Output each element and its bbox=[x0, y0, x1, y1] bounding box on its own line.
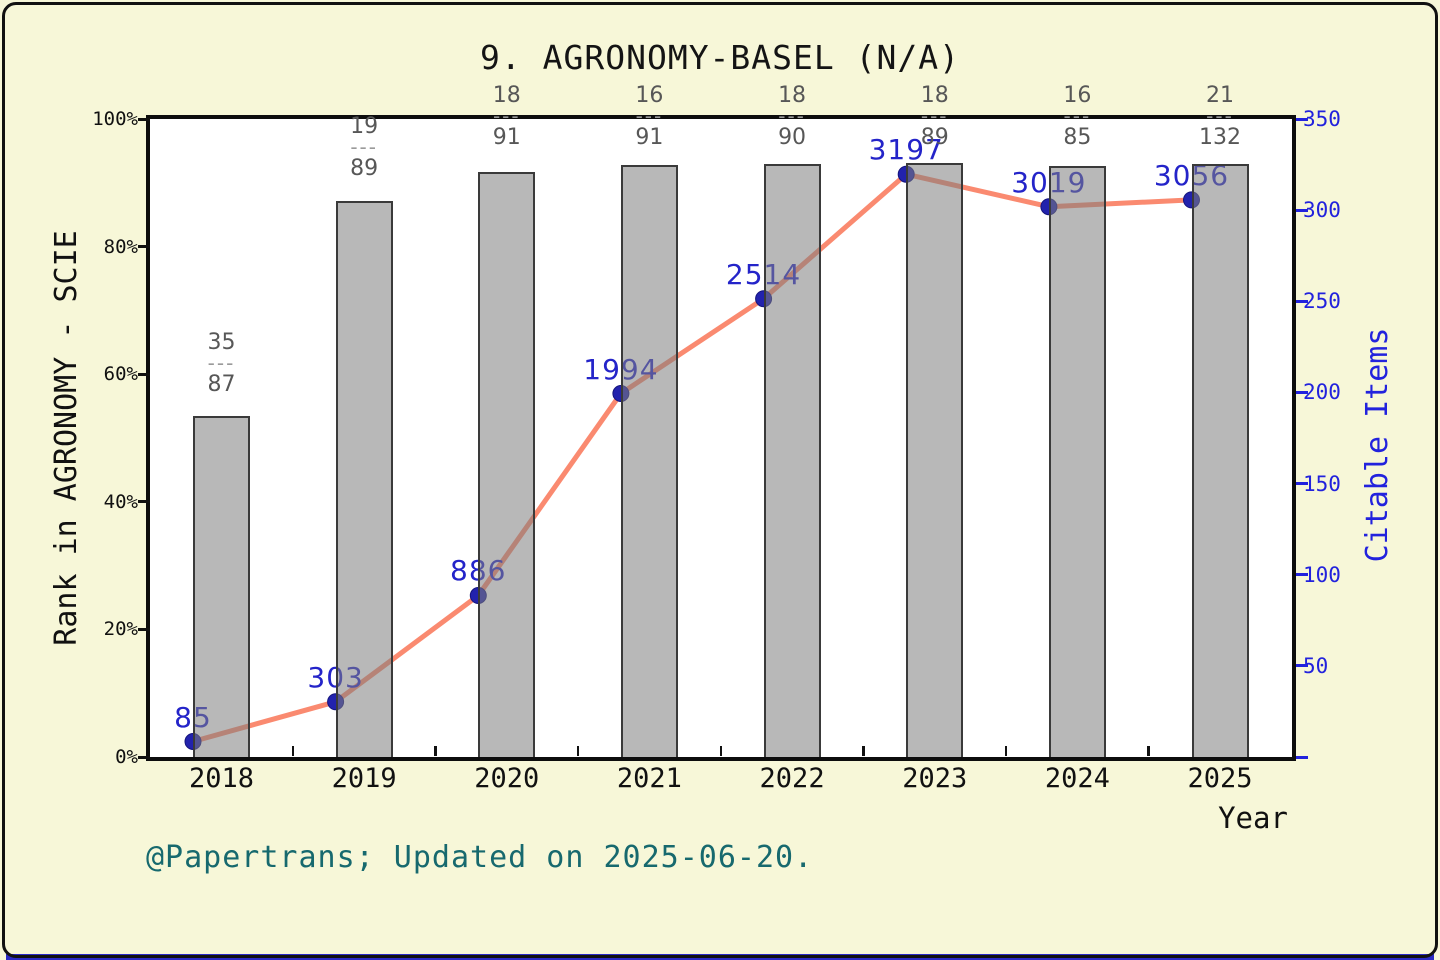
right-axis-title: Citable Items bbox=[1360, 327, 1395, 563]
rank-fraction-line-2022: --- bbox=[778, 104, 806, 128]
right-tick-200 bbox=[1296, 390, 1308, 394]
left-tick-label-20: 20% bbox=[103, 618, 138, 641]
left-tick-label-40: 40% bbox=[103, 490, 138, 513]
rank-bar-2023 bbox=[906, 163, 964, 757]
rank-fraction-line-2023: --- bbox=[920, 104, 949, 128]
x-minor-tick bbox=[862, 746, 865, 756]
left-tick-60 bbox=[138, 372, 150, 376]
rank-fraction-line-2025: --- bbox=[1206, 104, 1234, 128]
rank-bar-2024 bbox=[1048, 166, 1106, 757]
rank-numerator-2025: 21 bbox=[1206, 83, 1234, 108]
x-tick-label-2025: 2025 bbox=[1187, 763, 1253, 794]
bottom-strip bbox=[6, 954, 1434, 960]
left-tick-80 bbox=[138, 245, 150, 249]
rank-fraction-line-2019: --- bbox=[350, 135, 378, 159]
x-tick-label-2021: 2021 bbox=[616, 763, 682, 794]
rank-numerator-2021: 16 bbox=[635, 83, 664, 108]
rank-fraction-line-2020: --- bbox=[492, 104, 521, 128]
rank-denominator-2022: 90 bbox=[778, 125, 807, 150]
right-tick-label-100: 100 bbox=[1303, 562, 1341, 587]
rank-numerator-2022: 18 bbox=[778, 83, 807, 108]
right-tick-label-50: 50 bbox=[1303, 653, 1329, 678]
rank-bar-2018 bbox=[193, 416, 250, 757]
rank-bar-2022 bbox=[763, 164, 821, 757]
rank-fraction-line-2021: --- bbox=[635, 104, 664, 128]
rank-denominator-2021: 91 bbox=[635, 125, 664, 150]
x-minor-tick bbox=[291, 746, 295, 756]
right-tick-300 bbox=[1296, 208, 1308, 212]
x-tick-label-2022: 2022 bbox=[759, 763, 825, 794]
rank-denominator-2020: 91 bbox=[492, 125, 521, 150]
right-tick-350 bbox=[1296, 117, 1308, 121]
rank-fraction-line-2024: --- bbox=[1063, 104, 1092, 128]
left-tick-0 bbox=[138, 755, 150, 759]
attribution-text: @Papertrans; Updated on 2025-06-20. bbox=[146, 840, 814, 875]
x-tick-label-2023: 2023 bbox=[902, 763, 968, 794]
left-tick-label-60: 60% bbox=[103, 363, 138, 386]
left-tick-label-80: 80% bbox=[103, 235, 138, 258]
left-tick-label-100: 100% bbox=[92, 108, 138, 130]
right-tick-100 bbox=[1296, 573, 1308, 577]
rank-bar-2019 bbox=[335, 201, 393, 757]
x-minor-tick bbox=[1147, 746, 1150, 756]
rank-denominator-2019: 89 bbox=[350, 156, 379, 181]
x-minor-tick bbox=[576, 746, 580, 756]
right-tick-150 bbox=[1296, 482, 1308, 486]
citable-items-line-layer bbox=[184, 165, 1200, 750]
x-minor-tick bbox=[434, 746, 437, 756]
right-tick-label-250: 250 bbox=[1303, 289, 1341, 314]
right-tick-label-300: 300 bbox=[1303, 198, 1341, 223]
left-tick-40 bbox=[138, 500, 150, 504]
x-minor-tick bbox=[1004, 746, 1008, 756]
rank-denominator-2023: 89 bbox=[920, 125, 949, 150]
rank-bar-2021 bbox=[620, 164, 678, 757]
x-tick-label-2019: 2019 bbox=[331, 763, 397, 794]
rank-numerator-2024: 16 bbox=[1063, 83, 1092, 108]
left-tick-20 bbox=[138, 627, 150, 631]
right-tick-label-150: 150 bbox=[1303, 471, 1341, 496]
rank-bar-2025 bbox=[1191, 164, 1249, 757]
right-tick-0 bbox=[1296, 755, 1308, 759]
rank-numerator-2023: 18 bbox=[920, 83, 949, 108]
x-tick-label-2018: 2018 bbox=[188, 763, 255, 794]
rank-denominator-2025: 132 bbox=[1199, 125, 1241, 150]
rank-denominator-2018: 87 bbox=[207, 372, 236, 397]
rank-numerator-2019: 19 bbox=[350, 114, 379, 139]
left-tick-100 bbox=[138, 117, 150, 121]
rank-fraction-line-2018: --- bbox=[207, 351, 236, 375]
left-axis-title: Rank in AGRONOMY - SCIE bbox=[49, 230, 84, 646]
x-axis-title: Year bbox=[1218, 801, 1288, 835]
right-tick-50 bbox=[1296, 664, 1308, 668]
x-tick-label-2024: 2024 bbox=[1044, 763, 1110, 794]
chart-title: 9. AGRONOMY-BASEL (N/A) bbox=[480, 38, 960, 77]
rank-numerator-2018: 35 bbox=[207, 330, 236, 355]
rank-numerator-2020: 18 bbox=[492, 83, 521, 108]
right-tick-label-350: 350 bbox=[1303, 107, 1341, 131]
right-tick-label-200: 200 bbox=[1303, 380, 1341, 405]
plot-area: 8530388619942514319730193056 bbox=[150, 119, 1292, 757]
rank-bar-2020 bbox=[478, 172, 536, 757]
x-minor-tick bbox=[719, 746, 722, 756]
rank-denominator-2024: 85 bbox=[1063, 125, 1092, 150]
x-tick-label-2020: 2020 bbox=[474, 763, 540, 794]
right-tick-250 bbox=[1296, 299, 1308, 303]
left-tick-label-0: 0% bbox=[115, 746, 138, 768]
